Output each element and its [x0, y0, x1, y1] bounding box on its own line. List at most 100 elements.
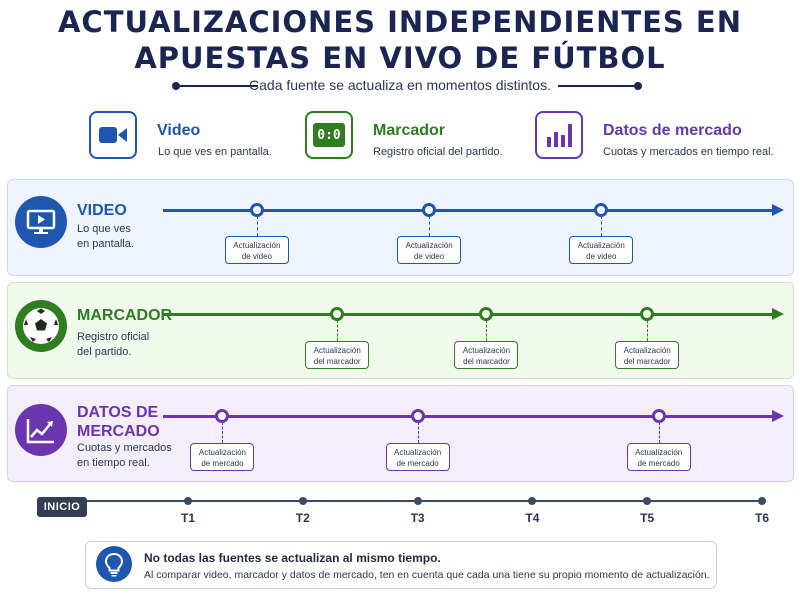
update-connector [256, 216, 258, 236]
update-marker-dot [220, 414, 225, 418]
row-mercado-title-line2: MERCADO [77, 423, 160, 440]
update-label: Actualización de mercado [385, 443, 450, 471]
divider-line-right [558, 85, 638, 87]
axis-tick-label: T5 [640, 511, 655, 525]
scoreboard-icon: 0:0 [313, 123, 345, 147]
axis-tick-dot [413, 497, 422, 505]
row-video-circle [15, 196, 67, 248]
update-label-line1: Actualización [394, 448, 442, 457]
update-marker-dot [599, 208, 604, 212]
legend-marcador-desc: Registro oficial del partido. [373, 146, 503, 158]
row-video-desc-line2: en pantalla. [77, 238, 134, 250]
row-mercado-desc-line1: Cuotas y mercados [77, 442, 172, 454]
update-label: Actualización de mercado [190, 443, 255, 471]
axis-tick-label: T3 [410, 511, 425, 525]
row-mercado-title: DATOS DE MERCADO [77, 403, 160, 441]
title-line-2: APUESTAS EN VIVO DE FÚTBOL [134, 41, 666, 75]
update-connector [647, 320, 649, 341]
row-mercado-desc-line2: en tiempo real. [77, 457, 150, 469]
row-mercado-desc: Cuotas y mercados en tiempo real. [77, 441, 172, 471]
update-label-line2: del marcador [313, 357, 361, 366]
axis-tick-dot [758, 497, 766, 505]
axis-tick-dot [184, 497, 192, 505]
update-marker-dot [484, 312, 489, 316]
update-label-line1: Actualización [462, 346, 511, 355]
update-connector [417, 422, 419, 443]
update-marker-dot [656, 414, 661, 418]
update-marker-dot [335, 312, 340, 316]
axis-tick-label: T2 [295, 511, 310, 525]
update-marker [594, 203, 609, 217]
update-marker-dot [645, 312, 650, 316]
update-label-line1: Actualización [313, 346, 361, 355]
time-axis [87, 500, 764, 502]
row-mercado-circle [15, 404, 67, 456]
divider-line-left [178, 85, 258, 87]
update-label-line1: Actualización [405, 241, 453, 250]
scoreboard-value: 0:0 [317, 127, 341, 143]
update-connector [658, 422, 660, 443]
legend-marcador-icon-box: 0:0 [305, 111, 353, 159]
axis-tick-dot [643, 497, 652, 505]
update-connector [601, 216, 603, 236]
update-label-line2: del marcador [463, 357, 510, 366]
update-connector [222, 422, 224, 443]
row-marcador-circle [15, 300, 67, 352]
update-label-line2: del marcador [623, 357, 671, 366]
divider-dot-right [634, 82, 642, 90]
update-marker [215, 409, 230, 423]
trend-chart-icon [26, 419, 54, 444]
row-marcador-desc: Registro oficial del partido. [77, 330, 149, 360]
update-label: Actualización del marcador [305, 341, 370, 369]
update-marker [651, 409, 666, 423]
timeline-line [163, 209, 773, 212]
update-marker-dot [254, 208, 259, 212]
page-title: ACTUALIZACIONES INDEPENDIENTES EN APUEST… [0, 4, 800, 76]
subtitle-row: Cada fuente se actualiza en momentos dis… [0, 76, 800, 96]
note-box [85, 541, 717, 589]
update-marker [422, 203, 437, 217]
update-label-line1: Actualización [233, 241, 281, 250]
update-connector [486, 320, 488, 341]
update-marker [640, 307, 655, 321]
update-marker [249, 203, 264, 217]
legend-mercado-icon-box [535, 111, 583, 159]
update-label: Actualización del marcador [615, 341, 680, 369]
lightbulb-icon [104, 552, 124, 577]
update-label-line1: Actualización [623, 346, 671, 355]
legend-marcador-title: Marcador [373, 122, 446, 139]
legend-video-title: Video [157, 122, 201, 139]
row-marcador-title-line1: MARCADOR [77, 307, 173, 324]
axis-tick-dot [528, 497, 537, 505]
update-marker [410, 409, 425, 423]
video-camera-icon [99, 127, 127, 143]
axis-tick-label: T4 [525, 511, 540, 525]
row-marcador-desc-line1: Registro oficial [77, 331, 150, 343]
note-icon-circle [96, 546, 132, 582]
divider-dot-left [172, 82, 180, 90]
legend-mercado-desc: Cuotas y mercados en tiempo real. [603, 146, 774, 158]
legend-video-desc: Lo que ves en pantalla. [158, 146, 272, 158]
row-mercado-title-line1: DATOS DE [77, 404, 159, 421]
update-label-line1: Actualización [635, 448, 683, 457]
timeline-line [163, 415, 773, 418]
row-video-title-line1: VIDEO [77, 202, 127, 219]
update-label-line1: Actualización [198, 448, 246, 457]
axis-tick-label: T1 [180, 511, 195, 525]
update-label-line2: de mercado [637, 459, 680, 468]
update-label-line2: de video [413, 252, 445, 261]
update-marker-dot [427, 208, 432, 212]
legend-mercado-title: Datos de mercado [603, 122, 742, 139]
subtitle: Cada fuente se actualiza en momentos dis… [249, 77, 551, 93]
axis-tick-label: T6 [754, 511, 769, 525]
timeline-line [163, 313, 773, 316]
update-label: Actualización del marcador [454, 341, 519, 369]
update-label-line2: de video [241, 252, 272, 261]
bar-chart-icon [547, 124, 572, 147]
note-body: Al comparar video, marcador y datos de m… [144, 569, 710, 581]
row-video-desc: Lo que ves en pantalla. [77, 222, 134, 252]
monitor-icon [26, 209, 56, 234]
axis-start-label: INICIO [37, 497, 87, 517]
update-marker [479, 307, 494, 321]
timeline-arrow [772, 204, 784, 216]
